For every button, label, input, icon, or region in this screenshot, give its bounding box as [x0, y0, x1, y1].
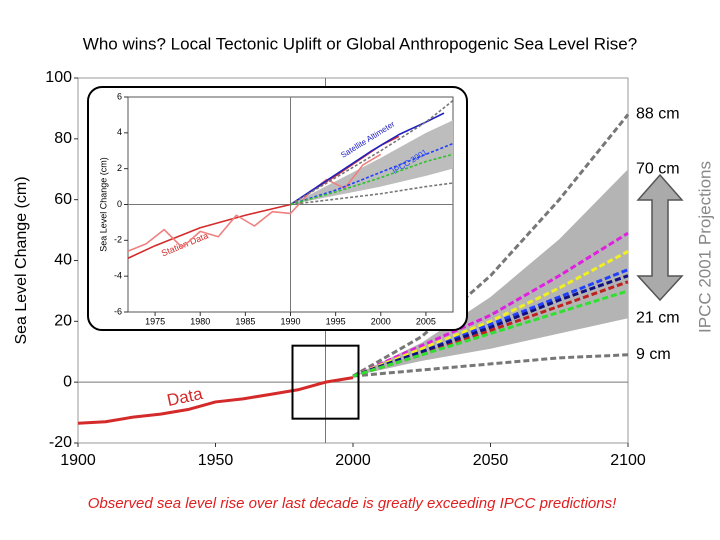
y-tick-label: -4: [114, 271, 122, 281]
projection-label: 9 cm: [636, 346, 671, 363]
series-line: [290, 182, 454, 206]
series-line: [127, 153, 382, 252]
series-line: [352, 353, 629, 378]
y-tick-label: 0: [117, 199, 122, 209]
series-line: [352, 289, 629, 378]
x-tick-label: 1985: [235, 316, 255, 326]
series-line: [352, 250, 629, 378]
series-line: [352, 231, 629, 378]
series-line: [77, 376, 354, 425]
y-axis-label: Sea Level Change (cm): [13, 176, 30, 344]
x-tick-label: 2100: [610, 452, 646, 469]
series-line: [352, 274, 629, 378]
caption: Observed sea level rise over last decade…: [88, 495, 617, 512]
inset-chart: -6 -4 -2 0 2 4 6 1975 1980 1985 1990 1995 2000 2005 Se…: [87, 86, 468, 331]
y-axis-label: Sea Level Change (cm): [98, 157, 108, 252]
x-tick-label: 2000: [371, 316, 391, 326]
y-tick-label: -2: [114, 235, 122, 245]
x-tick-label: 1950: [198, 452, 234, 469]
y-tick-label: 40: [54, 252, 72, 269]
zoom-box: [291, 344, 360, 420]
projection-label: 88 cm: [636, 106, 680, 123]
projection-band: [290, 120, 453, 205]
projection-arrow: [636, 173, 684, 302]
series-line: [290, 142, 454, 206]
series-line: [290, 99, 454, 206]
y-tick-label: 100: [45, 69, 72, 86]
y-tick-label: 4: [117, 127, 122, 137]
y-tick-label: 60: [54, 191, 72, 208]
side-label: IPCC 2001 Projections: [695, 161, 714, 333]
y-tick-label: 80: [54, 130, 72, 147]
x-tick-label: 1975: [145, 316, 165, 326]
x-tick-label: 1990: [280, 316, 300, 326]
y-tick-label: 20: [54, 313, 72, 330]
x-tick-label: 2050: [473, 452, 509, 469]
x-tick-label: 1900: [60, 452, 96, 469]
series-line: [352, 113, 630, 378]
y-tick-label: -6: [114, 306, 122, 316]
x-tick-label: 2000: [335, 452, 371, 469]
series-line: [290, 112, 445, 206]
y-tick-label: -20: [49, 434, 72, 451]
projection-label: 21 cm: [636, 310, 680, 327]
projection-label: 70 cm: [636, 160, 680, 177]
y-tick-label: 6: [117, 91, 122, 101]
y-tick-label: 0: [63, 373, 72, 390]
slide-title: Who wins? Local Tectonic Uplift or Globa…: [83, 34, 637, 53]
x-tick-label: 1980: [190, 316, 210, 326]
series-line: [290, 153, 454, 206]
projection-band: [353, 169, 628, 377]
x-tick-label: 1995: [326, 316, 346, 326]
x-tick-label: 2005: [416, 316, 436, 326]
y-tick-label: 2: [117, 163, 122, 173]
